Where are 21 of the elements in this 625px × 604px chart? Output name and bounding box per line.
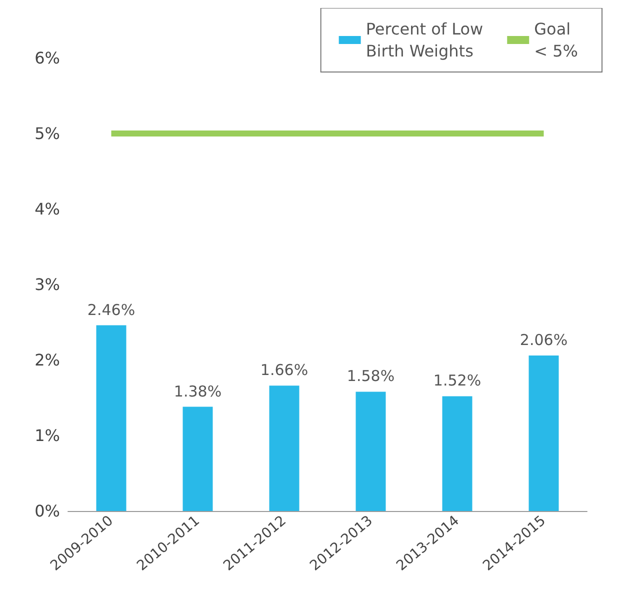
y-tick-label: 3%: [34, 275, 60, 294]
legend-label: Goal < 5%: [534, 20, 578, 60]
y-tick-label: 2%: [34, 350, 60, 370]
data-label: 1.58%: [346, 367, 395, 386]
data-label: 1.52%: [433, 372, 482, 390]
bar: [182, 406, 213, 511]
y-tick-label: 5%: [34, 124, 60, 143]
bar: [442, 396, 472, 511]
bar: [96, 325, 126, 511]
y-tick-label: 0%: [34, 502, 60, 520]
legend-label: Percent of Low Birth Weights: [366, 20, 484, 60]
y-tick-label: 6%: [34, 48, 60, 68]
bar: [269, 386, 300, 511]
y-tick-label: 1%: [34, 426, 60, 445]
bar: [528, 355, 559, 511]
bar: [356, 392, 386, 511]
data-label: 1.66%: [260, 361, 308, 380]
y-tick-label: 4%: [34, 200, 60, 218]
data-label: 2.06%: [520, 330, 568, 349]
data-label: 2.46%: [87, 300, 136, 319]
data-label: 1.38%: [174, 382, 222, 400]
